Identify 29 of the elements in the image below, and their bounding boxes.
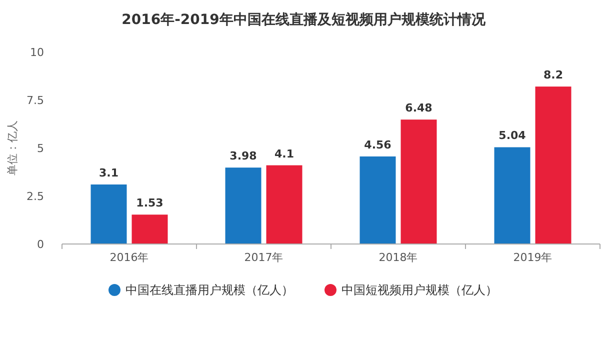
data-label: 8.2	[544, 68, 563, 82]
y-tick-label: 0	[37, 238, 44, 251]
bar	[266, 165, 302, 244]
bar	[494, 147, 530, 244]
x-tick-label: 2018年	[378, 251, 418, 264]
bar	[225, 168, 262, 244]
data-label: 3.1	[99, 166, 118, 180]
legend-label: 中国在线直播用户规模（亿人）	[126, 283, 294, 297]
bar	[535, 86, 572, 244]
bar	[360, 156, 396, 244]
data-label: 4.56	[364, 138, 392, 152]
bar	[400, 120, 437, 244]
y-tick-label: 7.5	[26, 94, 44, 107]
legend-label: 中国短视频用户规模（亿人）	[342, 283, 498, 297]
x-tick-label: 2016年	[110, 251, 149, 264]
data-label: 5.04	[498, 129, 526, 142]
y-tick-label: 2.5	[26, 190, 44, 203]
bar	[90, 184, 127, 244]
chart-title: 2016年-2019年中国在线直播及短视频用户规模统计情况	[122, 11, 486, 28]
data-label: 1.53	[136, 196, 164, 210]
data-label: 4.1	[274, 147, 294, 160]
data-label: 3.98	[230, 150, 257, 163]
x-tick-label: 2017年	[244, 251, 284, 264]
bar	[132, 214, 168, 244]
y-tick-label: 5	[37, 142, 44, 155]
data-label: 6.48	[405, 102, 432, 115]
y-axis-title: 单位：亿人	[6, 120, 19, 176]
x-tick-label: 2019年	[513, 251, 552, 264]
y-tick-label: 10	[30, 46, 44, 59]
